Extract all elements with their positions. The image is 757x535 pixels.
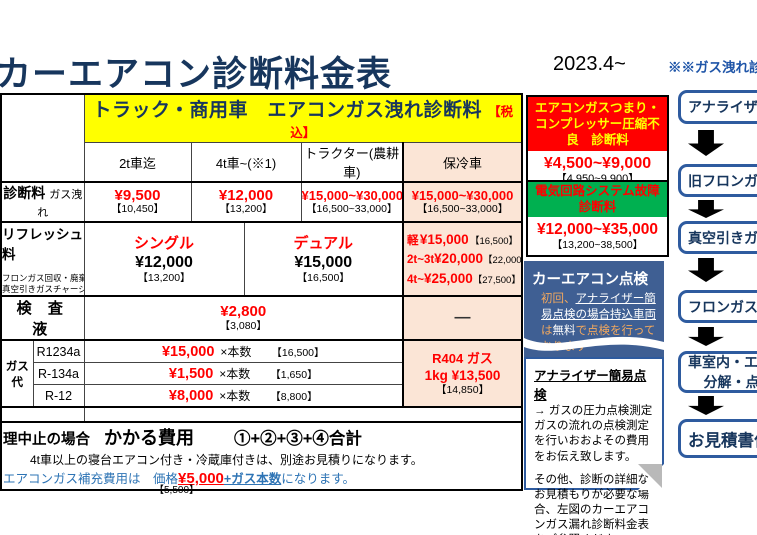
price-reefer: ¥15,000~¥30,000 <box>411 187 514 203</box>
diagnosis-4t-cell: ¥12,000 【13,200】 <box>190 181 302 223</box>
fluid-tax: 【3,080】 <box>219 319 267 332</box>
flow-step-vacuum-charge: 真空引きガスチャージ <box>678 221 757 254</box>
analyzer-callout-title: アナライザー簡易点検 <box>534 369 647 402</box>
wave-decoration <box>524 336 664 351</box>
refresh-reefer-cell: 軽¥15,000【16,500】 2t~3t¥20,000【22,000】 4t… <box>401 220 523 297</box>
inspection-title: カーエアコン点検 <box>532 272 648 288</box>
diagnosis-label-cell: 診断料 ガス洩れ <box>0 181 85 223</box>
electric-tax: 【13,200~38,500】 <box>551 239 644 252</box>
col-header-reefer: 保冷車 <box>401 142 523 183</box>
electric-diagnosis-box: 電気回路システム故障診断料 ¥12,000~¥35,000 【13,200~38… <box>526 180 669 257</box>
tax-tractor: 【16,500~33,000】 <box>306 202 398 215</box>
compressor-diagnosis-box: エアコンガスつまり・コンプレッサー圧縮不良 診断料 ¥4,500~¥9,000 … <box>526 95 669 192</box>
gas-type: R-12 <box>32 384 85 408</box>
refresh-single-cell: シングル ¥12,000 【13,200】 <box>83 220 245 297</box>
effective-date: 2023.4~ <box>553 53 626 75</box>
diagnosis-sublabel: ガス洩れ <box>37 189 83 219</box>
corner-cell <box>0 93 85 183</box>
flow-step-recovery: 旧フロンガス回収 <box>678 164 757 197</box>
analyzer-callout-body1: → ガスの圧力点検測定ガスの流れの点検測定を行いおおよその費用をお伝え致します。 <box>534 405 653 463</box>
col-header-tractor: トラクター(農耕車) <box>300 142 404 183</box>
electric-price: ¥12,000~¥35,000 <box>536 221 659 239</box>
gas-price-cell: ¥15,000 ×本数 【16,500】 <box>83 339 404 364</box>
r404-tax: 【14,850】 <box>435 384 490 397</box>
down-arrow-icon <box>688 396 724 415</box>
refresh-note-2: 真空引きガスチャージ <box>2 284 84 295</box>
compressor-box-title: エアコンガスつまり・コンプレッサー圧縮不良 診断料 <box>528 97 667 151</box>
reefer-line: 4t~ ¥25,000 【27,500】 <box>407 270 521 286</box>
r404-label: R404 ガス <box>432 350 493 366</box>
r404-price: 1kg ¥13,500 <box>424 368 501 384</box>
cancellation-note-box: 理中止の場合 かかる費用 ①+②+③+④合計 4t車以上の寝台エアコン付き・冷蔵… <box>0 421 523 496</box>
gas-type: R-134a <box>32 362 85 386</box>
refresh-label-cell: リフレッシュ料 フロンガス回収・廃棄料 真空引きガスチャージ <box>0 220 85 297</box>
analyzer-callout: アナライザー簡易点検 → ガスの圧力点検測定ガスの流れの点検測定を行いおおよその… <box>524 357 664 535</box>
tax-reefer: 【16,500~33,000】 <box>416 202 509 215</box>
diagnosis-label: 診断料 <box>3 185 46 201</box>
page-title: カーエアコン診断料金表 <box>0 55 393 94</box>
refresh-dual-cell: デュアル ¥15,000 【16,500】 <box>243 220 404 297</box>
diagnosis-reefer-cell: ¥15,000~¥30,000 【16,500~33,000】 <box>401 181 523 223</box>
refill-tax-note: 【5,500】 <box>154 485 200 496</box>
fluid-label-cell: 検 査 液 <box>0 295 85 341</box>
single-tax: 【13,200】 <box>137 271 191 284</box>
single-price: ¥12,000 <box>135 254 193 272</box>
flow-step-test-fluid: フロンガス検査液注入 <box>678 290 757 323</box>
flow-step-analyzer: アナライザー点検 <box>678 90 757 124</box>
inspection-box: カーエアコン点検 初回、アナライザー簡易点検の場合持込車両は無料で点検を行ってお… <box>524 261 664 357</box>
column-header-row: 2t車迄 4t車~(※1) トラクター(農耕車) 保冷車 <box>1 142 523 183</box>
down-arrow-icon <box>688 327 724 346</box>
diagnosis-2t-cell: ¥9,500 【10,450】 <box>83 181 192 223</box>
fluid-label: 検 査 液 <box>16 300 69 339</box>
flow-step-quote: お見積書作成 <box>678 419 757 458</box>
dual-tax: 【16,500】 <box>296 271 350 284</box>
down-arrow-icon <box>688 130 724 156</box>
tax-2t: 【10,450】 <box>110 203 165 216</box>
table-banner: トラック・商用車 エアコンガス洩れ診断料 【税込】 <box>83 93 523 143</box>
dual-price: ¥15,000 <box>294 254 353 272</box>
flow-step-disassembly: 車室内・エンジンルーム 分解・点検 <box>678 351 757 393</box>
tax-4t: 【13,200】 <box>219 203 273 216</box>
refresh-note-1: フロンガス回収・廃棄料 <box>2 273 83 283</box>
single-label: シングル <box>133 234 194 252</box>
cancellation-line: 理中止の場合 かかる費用 ①+②+③+④合計 <box>3 428 362 448</box>
analyzer-callout-body2: その他、診断の詳細なお見積もりが必要な場合、左図のカーエアコンガス漏れ診断料金表… <box>534 473 649 535</box>
refresh-row: リフレッシュ料 フロンガス回収・廃棄料 真空引きガスチャージ シングル ¥12,… <box>0 220 523 297</box>
fluid-price: ¥2,800 <box>220 303 267 321</box>
price-2t: ¥9,500 <box>114 186 161 204</box>
gas-label: ガス代 <box>0 339 34 408</box>
price-4t: ¥12,000 <box>218 186 274 204</box>
gas-reefer-cell: R404 ガス 1kg ¥13,500 【14,850】 <box>401 339 523 408</box>
compressor-price: ¥4,500~¥9,000 <box>543 155 652 172</box>
down-arrow-icon <box>688 258 724 282</box>
diagnosis-tractor-cell: ¥15,000~¥30,000 【16,500~33,000】 <box>300 181 404 223</box>
gas-price-cell: ¥1,500 ×本数 【1,650】 <box>83 362 404 386</box>
price-table: トラック・商用車 エアコンガス洩れ診断料 【税込】 2t車迄 4t車~(※1) ト… <box>0 93 524 456</box>
flowchart-title: ※※ガス洩れ診断の流れ <box>668 60 757 75</box>
refresh-label: リフレッシュ料 <box>2 227 83 262</box>
fluid-price-cell: ¥2,800 【3,080】 <box>83 295 404 341</box>
gas-row-r1234a: ガス代 R1234a ¥15,000 ×本数 【16,500】 R404 ガス 1k… <box>0 339 523 408</box>
gas-type: R1234a <box>32 339 85 364</box>
banner-title: トラック・商用車 エアコンガス洩れ診断料 <box>92 100 483 121</box>
diagnosis-row: 診断料 ガス洩れ ¥9,500 【10,450】 ¥12,000 【13,200】… <box>0 181 523 223</box>
reefer-line: 2t~3t¥20,000【22,000】 <box>407 251 522 267</box>
reefer-line: 軽 ¥15,000 【16,500】 <box>407 231 519 247</box>
down-arrow-icon <box>688 200 724 218</box>
gas-price-cell: ¥8,000 ×本数 【8,800】 <box>83 384 404 408</box>
sleeper-cab-note: 4t車以上の寝台エアコン付き・冷蔵庫付きは、別途お見積りになります。 <box>30 453 423 467</box>
tax-included-note: 【税込】 <box>290 105 514 140</box>
col-header-2t: 2t車迄 <box>83 142 192 183</box>
table-header-row: トラック・商用車 エアコンガス洩れ診断料 【税込】 <box>0 93 523 183</box>
fluid-reefer-cell: ― <box>401 295 523 341</box>
price-tractor: ¥15,000~¥30,000 <box>301 187 403 203</box>
gas-row-r134a: R-134a ¥1,500 ×本数 【1,650】 <box>1 362 522 386</box>
gas-refill-note: エアコンガス補充費用は 価格¥5,000+ガス本数になります。 <box>3 470 355 487</box>
test-fluid-row: 検 査 液 ¥2,800 【3,080】 ― <box>0 295 523 341</box>
electric-box-title: 電気回路システム故障診断料 <box>528 182 667 218</box>
dual-label: デュアル <box>293 234 354 252</box>
col-header-4t: 4t車~(※1) <box>190 142 302 183</box>
refresh-notes: フロンガス回収・廃棄料 真空引きガスチャージ <box>2 273 84 295</box>
